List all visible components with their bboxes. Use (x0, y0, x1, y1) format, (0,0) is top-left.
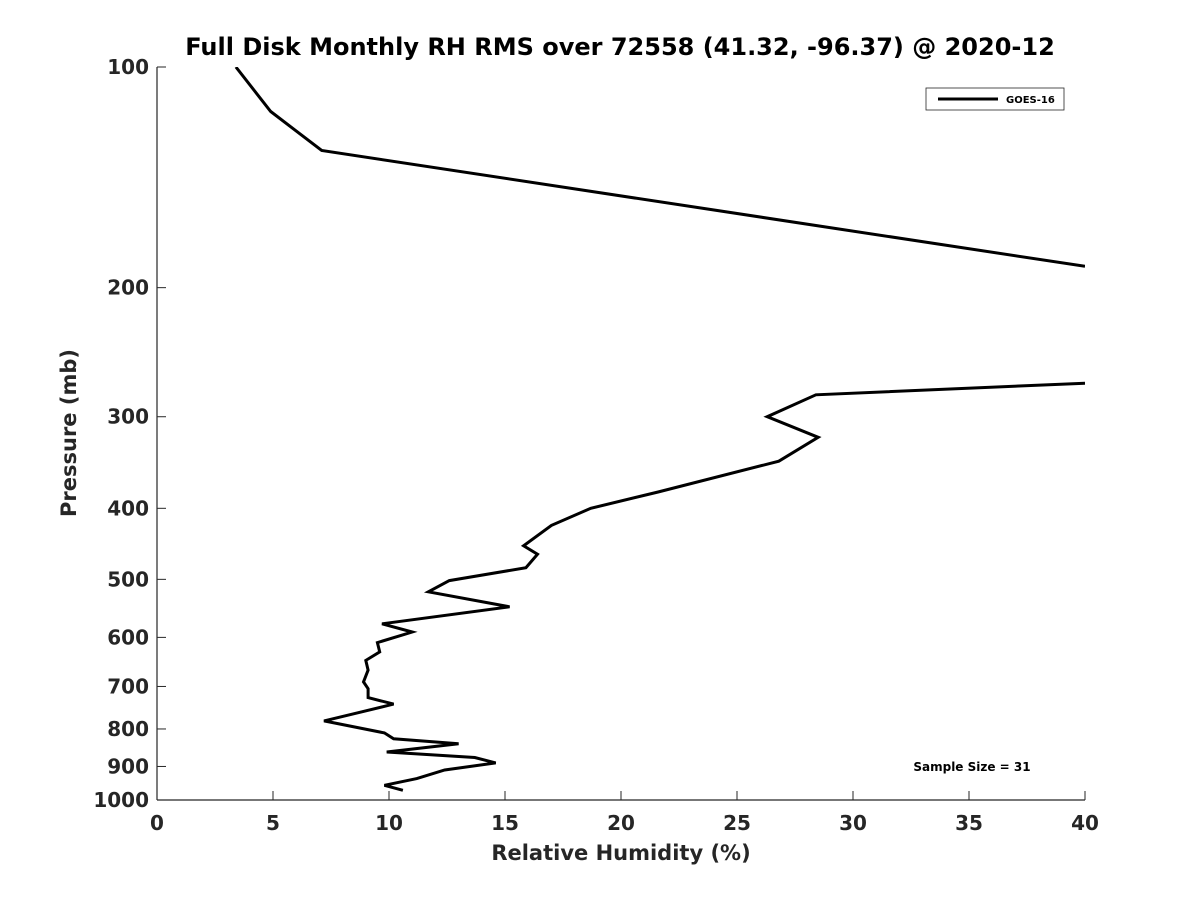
sample-size-annotation: Sample Size = 31 (913, 760, 1030, 774)
x-tick-label: 0 (150, 811, 164, 835)
y-tick-label: 500 (107, 567, 149, 591)
y-tick-label: 900 (107, 754, 149, 778)
legend: GOES-16 (925, 87, 1065, 111)
y-ticks: 100 200 300 400 500 600 700 800 900 1000 (93, 55, 166, 812)
y-tick-label: 400 (107, 496, 149, 520)
x-tick-label: 15 (491, 811, 519, 835)
axes (156, 67, 1085, 801)
series-line-goes-16-segment-2 (323, 381, 1085, 792)
y-tick-label: 700 (107, 674, 149, 698)
y-tick-label: 300 (107, 405, 149, 429)
x-ticks: 0 5 10 15 20 25 30 35 40 (150, 791, 1099, 835)
y-tick-label: 600 (107, 625, 149, 649)
y-tick-label: 800 (107, 717, 149, 741)
x-tick-label: 35 (955, 811, 983, 835)
x-tick-label: 25 (723, 811, 751, 835)
x-tick-label: 5 (266, 811, 280, 835)
chart-title: Full Disk Monthly RH RMS over 72558 (41.… (185, 33, 1055, 61)
y-tick-label: 1000 (93, 788, 149, 812)
x-tick-label: 10 (375, 811, 403, 835)
x-tick-label: 30 (839, 811, 867, 835)
y-tick-label: 100 (107, 55, 149, 79)
x-tick-label: 40 (1071, 811, 1099, 835)
series-line-goes-16-segment-1 (234, 67, 1085, 268)
data-layer (234, 67, 1085, 792)
y-axis-label: Pressure (mb) (57, 349, 81, 517)
legend-label-goes-16: GOES-16 (1006, 95, 1055, 106)
y-tick-label: 200 (107, 276, 149, 300)
x-tick-label: 20 (607, 811, 635, 835)
x-axis-label: Relative Humidity (%) (491, 841, 750, 865)
